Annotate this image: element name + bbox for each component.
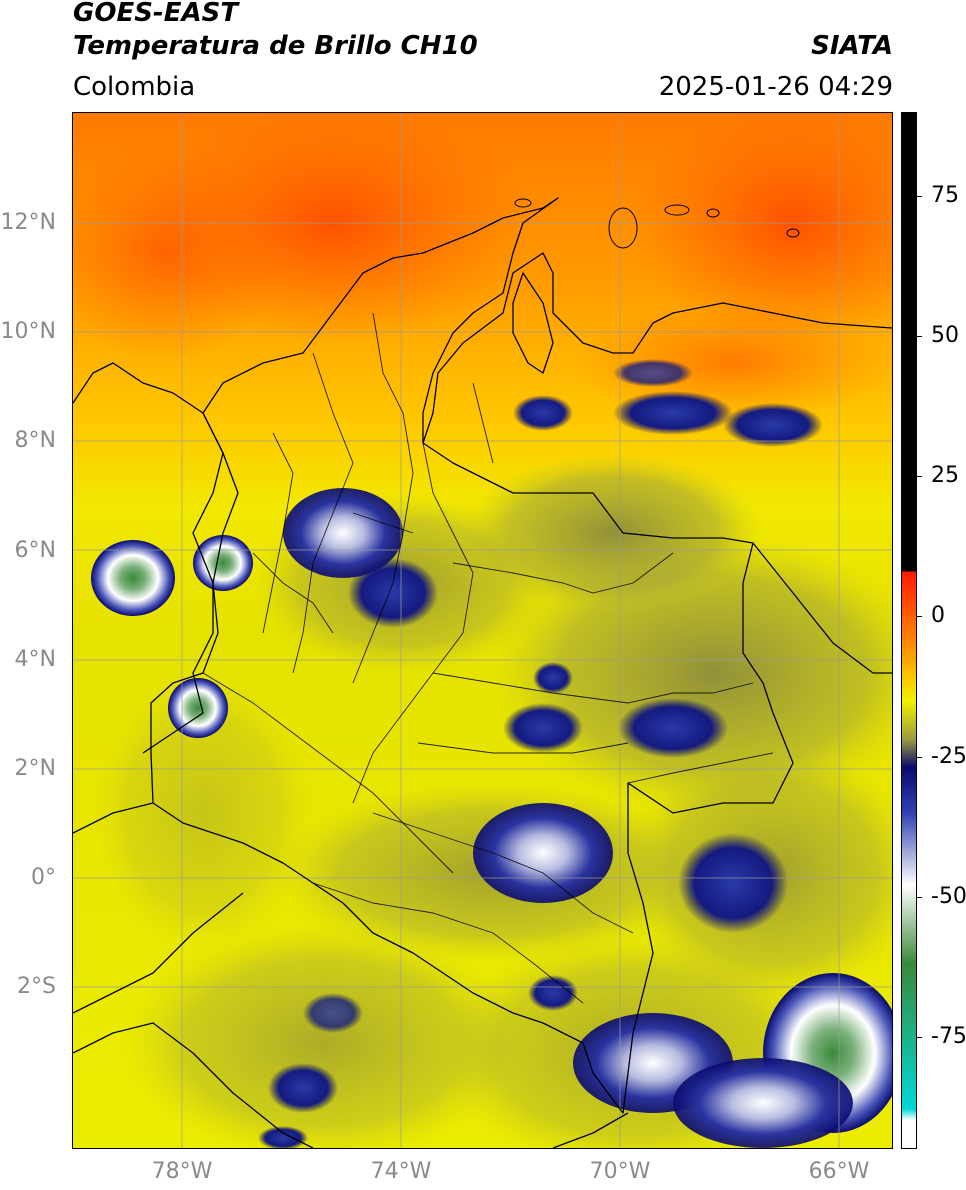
- lake-maracaibo: [512, 272, 554, 374]
- colorbar-label: 25: [931, 463, 959, 489]
- panama-coast: [73, 362, 224, 454]
- lon-label-74w: 74°W: [370, 1159, 432, 1184]
- lat-label-0: 0°: [31, 865, 56, 890]
- timestamp-label: 2025-01-26 04:29: [658, 72, 893, 102]
- peru-border: [552, 1112, 629, 1148]
- lat-label-2s: 2°S: [17, 974, 56, 999]
- venezuela-border: [422, 252, 892, 444]
- caribbean-islands: [514, 198, 800, 249]
- colorbar-label: 0: [931, 603, 945, 629]
- colorbar-tick: [917, 336, 922, 338]
- lat-label-2n: 2°N: [14, 756, 56, 781]
- ecuador-border: [73, 802, 154, 834]
- organization-label: SIATA: [811, 31, 893, 61]
- colorbar-label: 75: [931, 183, 959, 209]
- peru-coast: [73, 1022, 314, 1148]
- product-title: GOES-EAST: [73, 0, 239, 28]
- lat-label-12n: 12°N: [0, 210, 56, 235]
- colorbar-tick: [917, 476, 922, 478]
- ecuador-peru-border: [73, 892, 244, 1014]
- colorbar-tick: [917, 756, 922, 758]
- lat-label-6n: 6°N: [14, 538, 56, 563]
- colorbar: [901, 112, 917, 1149]
- colorbar-tick: [917, 616, 922, 618]
- colorbar-label: -75: [931, 1023, 966, 1049]
- colorbar-label: 50: [931, 323, 959, 349]
- lat-label-10n: 10°N: [0, 319, 56, 344]
- lat-label-8n: 8°N: [14, 428, 56, 453]
- colorbar-tick: [917, 196, 922, 198]
- lon-label-70w: 70°W: [589, 1159, 651, 1184]
- lat-label-4n: 4°N: [14, 647, 56, 672]
- borders: [73, 197, 892, 1148]
- convective-clouds: [91, 359, 892, 1148]
- pacific-coast: [142, 452, 224, 754]
- channel-subtitle: Temperatura de Brillo CH10: [73, 31, 478, 61]
- lon-label-66w: 66°W: [808, 1159, 870, 1184]
- colorbar-label: -50: [931, 883, 966, 909]
- satellite-map[interactable]: [72, 112, 893, 1149]
- region-label: Colombia: [73, 72, 196, 102]
- graticule: [73, 113, 892, 1148]
- colorbar-label: -25: [931, 743, 966, 769]
- brazil-border: [752, 542, 892, 674]
- lon-label-78w: 78°W: [151, 1159, 213, 1184]
- colorbar-tick: [917, 896, 922, 898]
- warm-regions: [73, 113, 892, 423]
- colorbar-tick: [917, 1036, 922, 1038]
- map-svg: [73, 113, 892, 1148]
- colombia-outline: [150, 197, 794, 1114]
- department-borders: [202, 312, 774, 1004]
